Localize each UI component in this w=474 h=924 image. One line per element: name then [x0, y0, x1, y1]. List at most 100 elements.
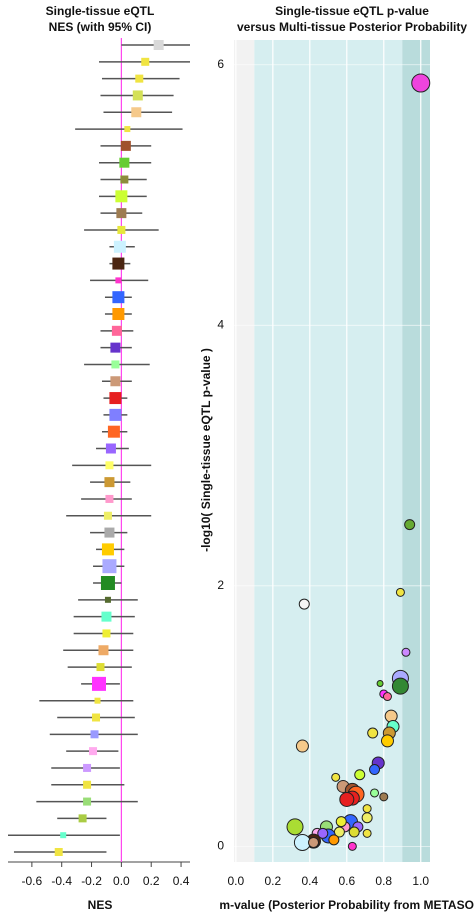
effect-square — [104, 596, 111, 603]
x-tick-label: 0.4 — [301, 874, 318, 888]
point — [347, 841, 357, 851]
effect-square — [119, 157, 130, 168]
x-tick-label: 0.8 — [375, 874, 392, 888]
scatter-title: Single-tissue eQTL p-value — [275, 4, 429, 18]
point — [401, 647, 411, 657]
point — [286, 818, 304, 836]
effect-square — [83, 763, 92, 772]
x-tick-label: 0.6 — [338, 874, 355, 888]
point — [367, 727, 379, 739]
effect-square — [112, 257, 125, 270]
effect-square — [102, 559, 117, 574]
effect-square — [110, 376, 121, 387]
point — [335, 816, 347, 828]
effect-square — [54, 848, 63, 856]
point — [354, 769, 366, 781]
effect-square — [131, 107, 142, 118]
point — [379, 792, 389, 802]
point — [308, 836, 320, 848]
effect-square — [90, 730, 99, 739]
effect-square — [104, 477, 115, 488]
point — [376, 680, 384, 688]
effect-square — [83, 797, 92, 806]
point — [411, 73, 431, 93]
point — [295, 739, 309, 753]
forest-title: Single-tissue eQTL — [46, 4, 155, 18]
effect-square — [101, 611, 112, 622]
effect-square — [100, 576, 115, 590]
point — [395, 587, 405, 597]
effect-square — [60, 832, 67, 839]
x-tick-label: 1.0 — [412, 874, 429, 888]
probability-band — [234, 40, 255, 862]
scatter-title: versus Multi-tissue Posterior Probabilit… — [237, 20, 467, 34]
point — [369, 764, 381, 776]
probability-band — [402, 40, 430, 862]
point — [361, 812, 373, 824]
y-tick-label: 4 — [217, 317, 224, 331]
effect-square — [132, 90, 143, 101]
effect-square — [78, 814, 87, 823]
effect-square — [112, 291, 125, 304]
x-tick-label: 0.0 — [228, 874, 245, 888]
point — [404, 519, 416, 531]
effect-square — [120, 140, 131, 151]
point — [348, 826, 360, 838]
forest-title: NES (with 95% CI) — [49, 20, 152, 34]
y-axis-label: -log10( Single-tissue eQTL p-value ) — [199, 348, 213, 552]
effect-square — [110, 342, 121, 353]
effect-square — [109, 392, 122, 405]
effect-square — [115, 190, 128, 203]
effect-square — [105, 461, 114, 470]
effect-square — [124, 126, 131, 133]
effect-square — [117, 225, 126, 234]
x-tick-label: -0.4 — [51, 874, 72, 888]
x-tick-label: 0.2 — [264, 874, 281, 888]
effect-square — [89, 747, 98, 756]
effect-square — [141, 57, 150, 66]
effect-square — [92, 713, 101, 722]
effect-square — [104, 527, 115, 538]
effect-square — [111, 325, 122, 336]
x-tick-label: 0.2 — [143, 874, 160, 888]
x-tick-label: 0.0 — [113, 874, 130, 888]
point — [328, 834, 340, 846]
x-axis-label: NES — [88, 898, 113, 912]
x-axis-label: m-value (Posterior Probability from META… — [219, 898, 474, 912]
effect-square — [94, 697, 101, 704]
x-tick-label: 0.4 — [173, 874, 190, 888]
effect-square — [153, 40, 164, 50]
x-tick-label: -0.2 — [81, 874, 102, 888]
y-tick-label: 0 — [217, 839, 224, 853]
effect-square — [101, 543, 114, 556]
effect-square — [115, 277, 122, 284]
effect-square — [113, 240, 126, 253]
point — [391, 677, 409, 695]
point — [298, 598, 310, 610]
effect-square — [120, 175, 129, 184]
effect-square — [105, 443, 116, 454]
point — [380, 734, 394, 748]
effect-square — [98, 645, 109, 656]
point — [331, 772, 341, 782]
effect-square — [83, 780, 92, 789]
effect-square — [109, 408, 122, 421]
point — [370, 788, 380, 798]
y-tick-label: 2 — [217, 578, 224, 592]
effect-square — [105, 494, 114, 503]
point — [362, 828, 372, 838]
point — [362, 804, 372, 814]
x-tick-label: -0.6 — [22, 874, 43, 888]
effect-square — [96, 663, 105, 672]
point — [382, 692, 392, 702]
effect-square — [92, 676, 106, 691]
effect-square — [111, 360, 120, 369]
probability-band — [254, 40, 403, 862]
point — [317, 827, 329, 839]
effect-square — [103, 511, 112, 520]
effect-square — [112, 308, 125, 320]
point — [339, 791, 355, 807]
effect-square — [107, 425, 120, 438]
effect-square — [102, 629, 111, 638]
